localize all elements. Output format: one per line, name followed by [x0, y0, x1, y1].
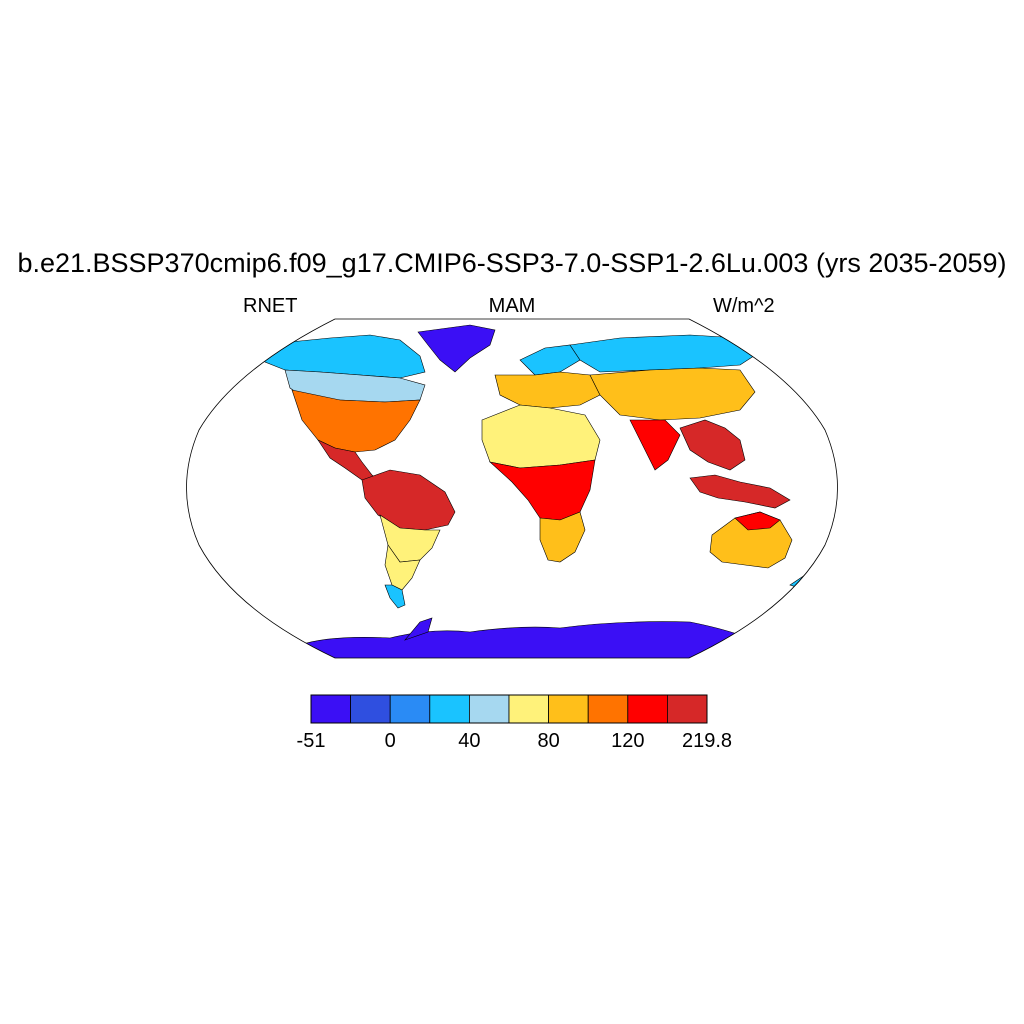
colorbar-tick-label: 40: [458, 730, 481, 752]
colorbar-border: [310, 694, 708, 724]
colorbar-box: [310, 694, 351, 724]
map-title: b.e21.BSSP370cmip6.f09_g17.CMIP6-SSP3-7.…: [17, 248, 1007, 278]
colorbar-box: [627, 694, 668, 724]
colorbar-tick-label: 0: [384, 730, 396, 752]
units-label: W/m^2: [713, 295, 775, 317]
land-fields: [261, 324, 819, 658]
colorbar-box: [389, 694, 431, 724]
region-new-zealand: [789, 564, 819, 589]
region-southeast-asia: [679, 419, 746, 471]
region-greenland: [417, 324, 496, 373]
colorbar-box: [429, 694, 470, 724]
colorbar-box: [468, 694, 510, 724]
region-indonesia: [689, 474, 791, 509]
region-amazon: [361, 469, 456, 531]
region-central-africa: [488, 459, 596, 521]
region-united-states: [291, 389, 421, 453]
region-patagonia: [384, 584, 406, 609]
season-label: MAM: [488, 295, 536, 317]
region-scandinavia: [519, 344, 581, 376]
colorbar-box: [350, 694, 391, 724]
region-antarctica: [289, 621, 761, 658]
region-antarctic-peninsula: [404, 617, 433, 641]
colorbar-box: [508, 694, 549, 724]
variable-label: RNET: [243, 295, 298, 317]
map-frame: [186, 318, 838, 659]
region-india: [629, 419, 681, 471]
colorbar: [310, 694, 708, 724]
region-australia-tropics: [734, 511, 781, 531]
region-europe: [494, 371, 601, 409]
colorbar-tick-label: -51: [296, 730, 326, 752]
region-siberia: [569, 334, 761, 373]
colorbar-box: [667, 694, 708, 724]
colorbar-tick-label: 80: [537, 730, 560, 752]
region-argentina: [384, 544, 421, 591]
region-southern-africa: [539, 511, 586, 563]
colorbar-tick-label: 120: [611, 730, 645, 752]
region-sahara: [481, 404, 601, 469]
colorbar-box: [587, 694, 629, 724]
colorbar-box: [548, 694, 589, 724]
region-central-asia: [589, 367, 756, 421]
colorbar-tick-label: 219.8: [681, 730, 733, 752]
